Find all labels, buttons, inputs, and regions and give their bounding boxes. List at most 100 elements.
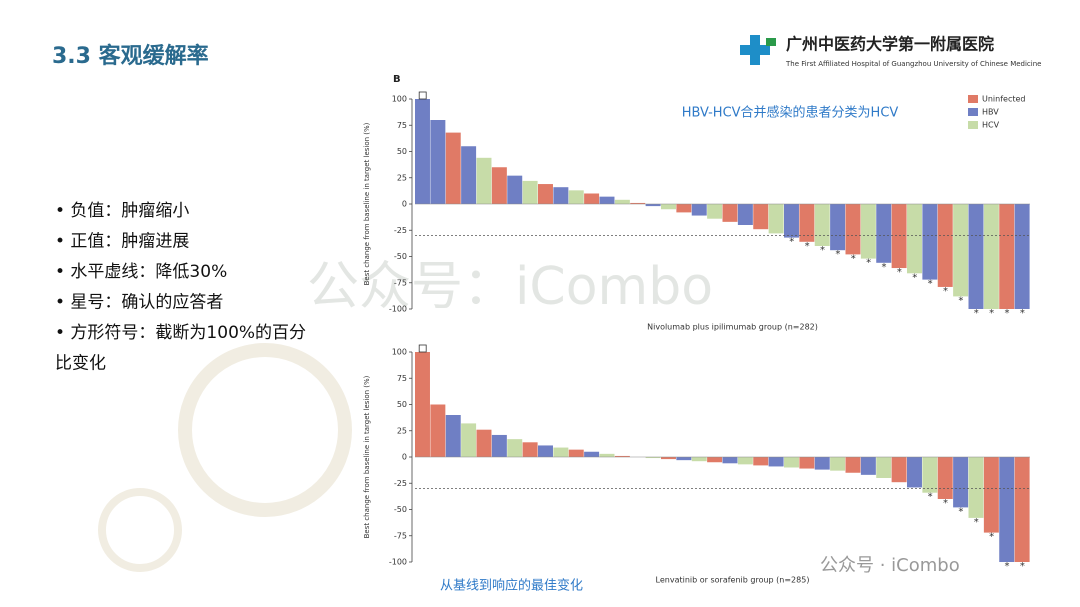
response-marker: *	[1004, 561, 1009, 572]
bar	[691, 204, 707, 216]
legend-label: HBV	[982, 108, 999, 117]
bar	[983, 204, 999, 309]
response-marker: *	[820, 245, 825, 256]
y-tick-label: -25	[394, 479, 407, 488]
response-marker: *	[1004, 308, 1009, 319]
response-marker: *	[974, 517, 979, 528]
bar	[430, 404, 446, 457]
legend-swatch	[968, 108, 978, 116]
bar	[538, 184, 553, 204]
response-marker: *	[1020, 561, 1025, 572]
bar	[461, 423, 477, 457]
y-tick-label: 0	[402, 200, 407, 209]
response-marker: *	[789, 237, 794, 248]
bar	[737, 204, 753, 225]
bar	[707, 204, 723, 219]
bar	[584, 451, 600, 457]
response-marker: *	[805, 241, 810, 252]
bullet-list: • 负值：肿瘤缩小 • 正值：肿瘤进展 • 水平虚线：降低30% • 星号：确认的应答…	[55, 201, 306, 374]
response-marker: *	[835, 249, 840, 260]
y-tick-label: 0	[402, 453, 407, 462]
logo-cn: 广州中医药大学第一附属医院	[786, 35, 994, 54]
bullet: • 正值：肿瘤进展	[55, 232, 189, 252]
y-tick-label: -75	[394, 531, 407, 540]
legend-swatch	[968, 121, 978, 129]
bullet: 比变化	[55, 354, 106, 374]
bullet: • 星号：确认的应答者	[55, 293, 223, 313]
y-tick-label: -25	[394, 226, 407, 235]
bar	[445, 415, 461, 457]
bar	[845, 457, 861, 473]
response-marker: *	[958, 295, 963, 306]
bar	[768, 204, 784, 234]
bar	[507, 439, 523, 457]
bar	[584, 193, 600, 204]
bar	[722, 457, 738, 464]
y-tick-label: 25	[397, 426, 407, 435]
response-marker: *	[851, 253, 856, 264]
bar	[830, 204, 846, 251]
bar	[415, 352, 430, 457]
decor-circle	[178, 343, 352, 517]
bar	[737, 457, 753, 465]
bar	[999, 457, 1015, 562]
response-marker: *	[974, 308, 979, 319]
bar	[968, 457, 984, 518]
bar	[661, 204, 676, 210]
response-marker: *	[943, 498, 948, 509]
bar	[599, 453, 615, 457]
bar	[445, 132, 461, 204]
logo-mark	[766, 38, 776, 46]
bar	[491, 434, 507, 457]
y-tick-label: -100	[389, 558, 407, 567]
bar	[614, 199, 630, 204]
bar	[799, 204, 815, 242]
bar	[876, 204, 892, 263]
bar	[630, 202, 646, 204]
annotation: HBV-HCV合并感染的患者分类为HCV	[682, 105, 899, 121]
bar	[522, 180, 538, 204]
legend-swatch	[968, 95, 978, 103]
y-tick-label: 100	[392, 95, 407, 104]
bar	[430, 120, 446, 204]
logo-en: The First Affiliated Hospital of Guangzh…	[785, 60, 1041, 68]
response-marker: *	[928, 492, 933, 503]
response-marker: *	[928, 279, 933, 290]
bar	[999, 204, 1015, 309]
x-axis-label: Nivolumab plus ipilimumab group (n=282)	[647, 323, 818, 332]
bar	[922, 204, 938, 280]
bar	[983, 457, 999, 533]
caption: 从基线到响应的最佳变化	[440, 578, 583, 594]
y-tick-label: -100	[389, 305, 407, 314]
response-marker: *	[897, 267, 902, 278]
bar	[753, 457, 769, 466]
bar	[768, 457, 784, 467]
x-axis-label: Lenvatinib or sorafenib group (n=285)	[656, 576, 810, 585]
decor-circle	[98, 488, 182, 572]
bar	[415, 99, 430, 204]
y-tick-label: 25	[397, 173, 407, 182]
y-tick-label: 100	[392, 348, 407, 357]
response-marker: *	[912, 272, 917, 283]
response-marker: *	[1020, 308, 1025, 319]
bar	[1014, 457, 1030, 562]
y-tick-label: 75	[397, 121, 407, 130]
bar	[845, 204, 861, 255]
bullet: • 水平虚线：降低30%	[55, 262, 227, 282]
bar	[707, 457, 723, 463]
panel-label: B	[393, 74, 401, 85]
bar	[722, 204, 738, 222]
bar	[953, 204, 969, 297]
bar	[891, 457, 907, 483]
bar	[814, 204, 830, 246]
bar	[860, 457, 876, 475]
bar	[661, 457, 676, 460]
slide-title: 3.3 客观缓解率	[52, 43, 209, 69]
bar	[461, 146, 477, 204]
bar	[937, 204, 953, 287]
bar	[676, 204, 692, 213]
bar	[753, 204, 769, 230]
y-tick-label: -50	[394, 252, 407, 261]
